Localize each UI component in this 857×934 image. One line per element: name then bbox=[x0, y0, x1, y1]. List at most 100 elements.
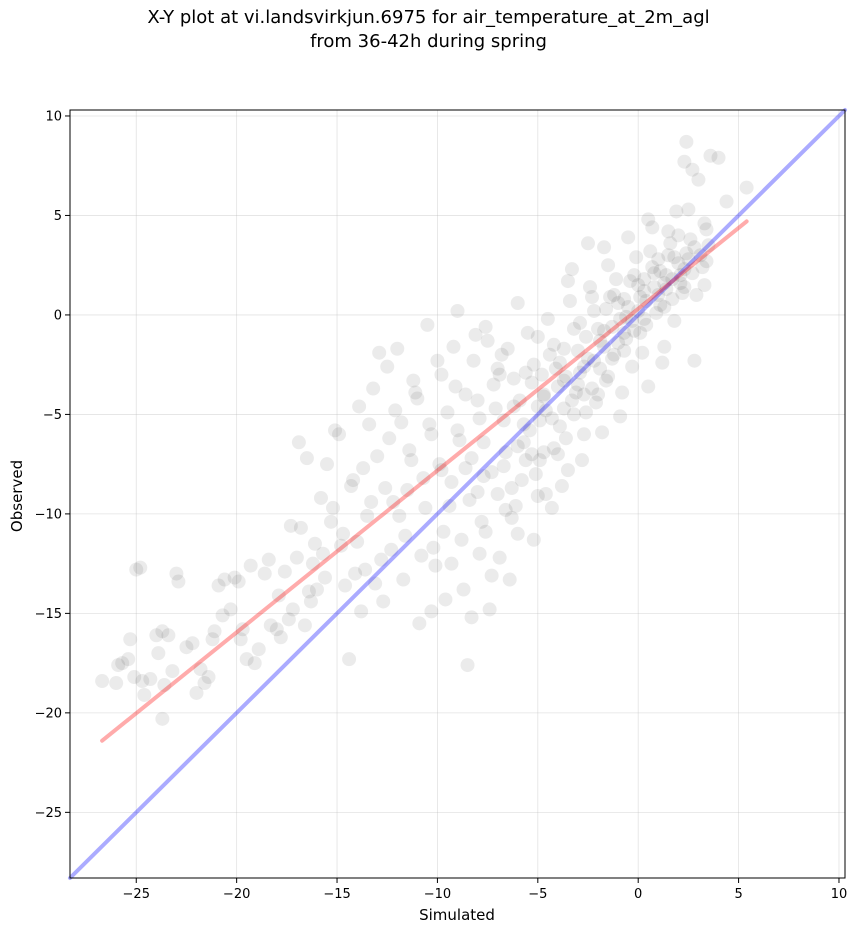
data-point bbox=[269, 622, 284, 637]
data-point bbox=[394, 415, 409, 430]
data-point bbox=[679, 134, 694, 149]
data-point bbox=[504, 510, 519, 525]
data-point bbox=[137, 687, 152, 702]
data-point bbox=[358, 562, 373, 577]
data-point bbox=[450, 423, 465, 438]
data-point bbox=[307, 536, 322, 551]
data-point bbox=[615, 385, 630, 400]
data-point bbox=[576, 387, 591, 402]
data-point bbox=[462, 492, 477, 507]
data-point bbox=[546, 337, 561, 352]
data-point bbox=[492, 367, 507, 382]
x-tick-label: −15 bbox=[323, 887, 350, 902]
data-point bbox=[629, 250, 644, 265]
data-point bbox=[659, 282, 674, 297]
data-point bbox=[627, 323, 642, 338]
data-point bbox=[681, 252, 696, 267]
data-point bbox=[619, 309, 634, 324]
data-point bbox=[538, 487, 553, 501]
data-point bbox=[685, 162, 700, 177]
data-point bbox=[231, 574, 246, 589]
data-point bbox=[647, 266, 662, 281]
data-point bbox=[576, 359, 591, 374]
data-point bbox=[500, 341, 515, 356]
data-point bbox=[605, 319, 620, 334]
data-point bbox=[291, 435, 306, 450]
data-point bbox=[135, 674, 150, 689]
data-point bbox=[434, 367, 449, 382]
data-point bbox=[677, 154, 692, 169]
data-point bbox=[450, 303, 465, 318]
data-point bbox=[556, 373, 571, 388]
data-point bbox=[661, 248, 676, 263]
data-point bbox=[637, 272, 652, 287]
data-point bbox=[595, 425, 610, 440]
data-point bbox=[309, 582, 324, 597]
data-point bbox=[362, 417, 377, 432]
data-point bbox=[677, 262, 692, 277]
data-point bbox=[215, 608, 230, 623]
data-point bbox=[466, 353, 481, 368]
y-tick-label: −20 bbox=[35, 706, 62, 721]
data-point bbox=[591, 321, 606, 336]
data-point bbox=[697, 216, 712, 231]
data-point bbox=[488, 401, 503, 416]
data-point bbox=[627, 268, 642, 283]
data-point bbox=[699, 222, 714, 237]
data-point bbox=[354, 604, 369, 619]
data-point bbox=[392, 508, 407, 523]
data-point bbox=[599, 373, 614, 388]
data-point bbox=[651, 288, 666, 303]
data-point bbox=[476, 469, 491, 484]
data-point bbox=[452, 433, 467, 448]
data-point bbox=[657, 276, 672, 291]
data-point bbox=[560, 463, 575, 478]
data-point bbox=[239, 652, 254, 667]
data-point bbox=[601, 369, 616, 384]
data-point bbox=[277, 564, 292, 579]
data-point bbox=[518, 365, 533, 380]
data-point bbox=[247, 656, 262, 671]
data-point bbox=[653, 264, 668, 279]
data-point bbox=[468, 327, 483, 342]
data-point bbox=[552, 355, 567, 370]
data-point bbox=[366, 381, 381, 396]
data-point bbox=[578, 329, 593, 344]
data-point bbox=[378, 481, 393, 496]
data-point bbox=[315, 546, 330, 561]
data-point bbox=[115, 656, 130, 671]
data-point bbox=[530, 488, 545, 503]
data-point bbox=[223, 602, 238, 617]
data-point bbox=[661, 224, 676, 239]
data-point bbox=[526, 532, 541, 547]
data-point bbox=[572, 365, 587, 380]
data-point bbox=[398, 528, 413, 543]
data-point bbox=[659, 268, 674, 283]
data-point bbox=[376, 594, 391, 609]
data-point bbox=[424, 604, 439, 619]
data-point bbox=[581, 236, 596, 251]
data-point bbox=[643, 244, 658, 259]
data-point bbox=[703, 148, 718, 163]
data-point bbox=[593, 361, 608, 376]
data-point bbox=[556, 401, 571, 416]
data-point bbox=[406, 373, 421, 388]
data-point bbox=[396, 572, 411, 587]
data-point bbox=[382, 431, 397, 446]
data-point bbox=[368, 576, 383, 591]
data-point bbox=[585, 290, 600, 305]
data-point bbox=[564, 262, 579, 277]
data-point bbox=[514, 473, 529, 488]
data-point bbox=[570, 343, 585, 358]
data-point bbox=[496, 459, 511, 474]
regression-line bbox=[100, 219, 749, 743]
x-tick-label: 0 bbox=[634, 887, 642, 902]
data-point bbox=[635, 345, 650, 360]
data-point bbox=[631, 278, 646, 293]
data-point bbox=[671, 228, 686, 243]
data-point bbox=[647, 280, 662, 295]
data-point bbox=[556, 341, 571, 356]
data-point bbox=[326, 500, 341, 515]
plot-frame bbox=[69, 109, 846, 879]
data-point bbox=[496, 413, 511, 428]
